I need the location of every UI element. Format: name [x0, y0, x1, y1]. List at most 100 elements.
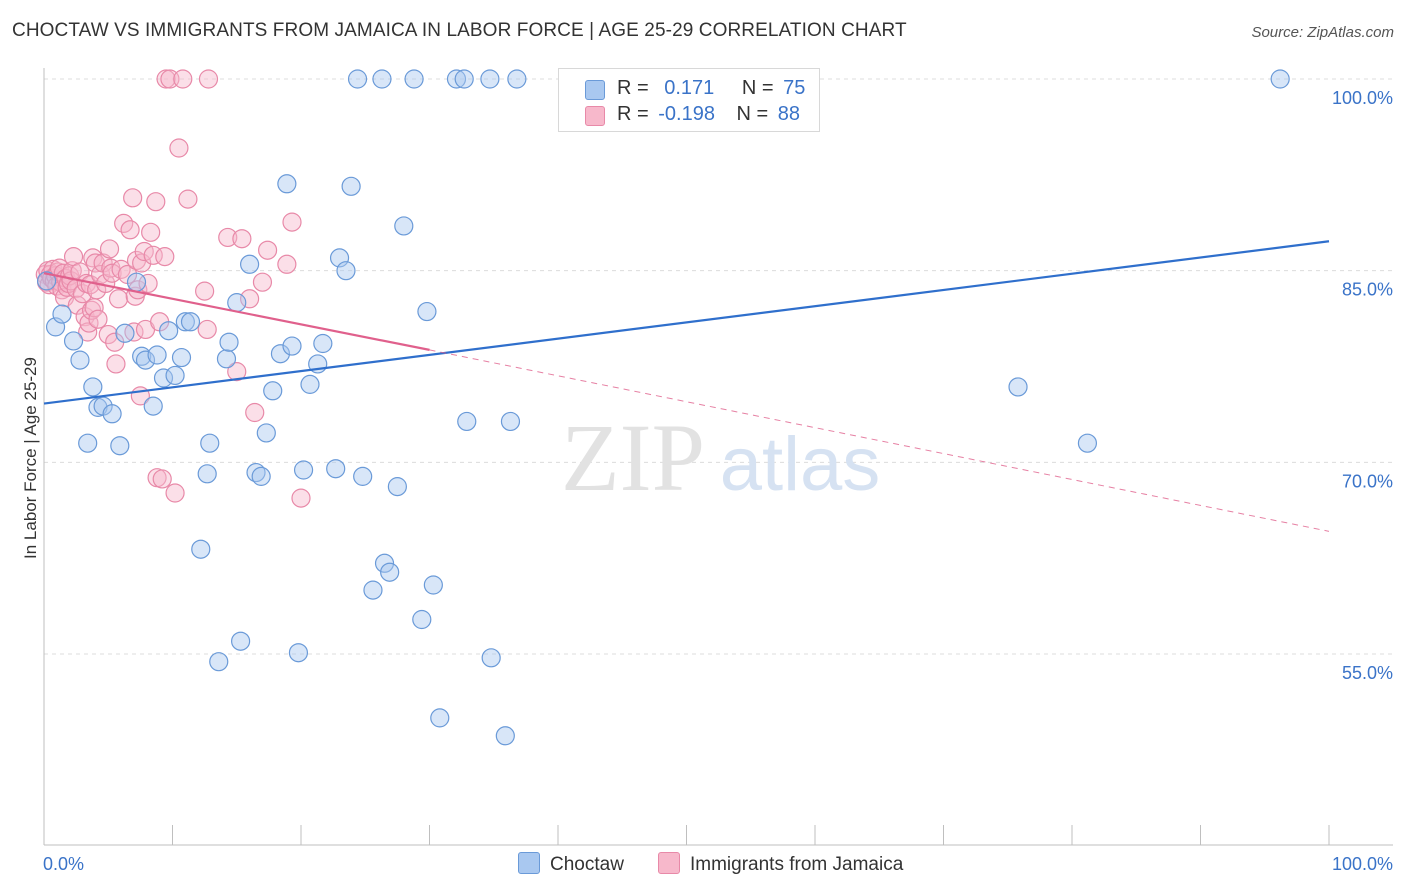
choctaw-point — [110, 436, 130, 456]
choctaw-point — [227, 293, 247, 313]
choctaw-point — [132, 346, 152, 366]
bottom-legend-swatch-choctaw — [518, 852, 540, 874]
choctaw-point — [495, 726, 515, 746]
jamaica-point — [106, 354, 126, 374]
choctaw-point — [219, 332, 239, 352]
y-tick-label: 70.0% — [1342, 471, 1393, 491]
legend-n-value: 75 — [783, 77, 806, 99]
choctaw-point — [231, 631, 251, 651]
jamaica-point — [291, 488, 311, 508]
jamaica-point — [257, 240, 278, 260]
legend-r-value: -0.198 — [658, 103, 715, 125]
jamaica-point — [169, 138, 189, 158]
choctaw-point — [147, 345, 167, 365]
jamaica-point — [227, 362, 247, 382]
y-tick-label: 100.0% — [1332, 88, 1393, 108]
choctaw-point — [430, 708, 450, 728]
choctaw-point — [102, 404, 122, 424]
choctaw-point — [246, 462, 266, 483]
jamaica-point — [85, 253, 106, 273]
choctaw-point — [240, 254, 260, 274]
watermark-atlas: atlas — [720, 422, 881, 507]
jamaica-point — [111, 259, 131, 279]
jamaica-point — [155, 247, 175, 267]
choctaw-point — [70, 350, 90, 370]
choctaw-point — [500, 411, 521, 432]
choctaw-point — [363, 580, 383, 600]
jamaica-point — [98, 324, 118, 345]
choctaw-point — [412, 609, 432, 630]
legend-n-label: N = — [741, 77, 774, 99]
jamaica-point — [152, 469, 172, 489]
choctaw-point — [300, 374, 320, 394]
y-axis-label: In Labor Force | Age 25-29 — [21, 357, 40, 559]
jamaica-point — [83, 248, 103, 268]
jamaica-point — [252, 272, 273, 292]
axes — [43, 68, 1393, 846]
choctaw-point — [423, 575, 443, 595]
choctaw-point — [372, 69, 392, 89]
choctaw-point — [507, 69, 527, 89]
jamaica-point — [141, 222, 161, 242]
bottom-legend-swatch-jamaica — [658, 852, 680, 874]
x-tick-label-min: 0.0% — [43, 854, 84, 874]
choctaw-point — [341, 176, 361, 196]
jamaica-point — [240, 289, 260, 309]
jamaica-point — [123, 188, 143, 208]
legend-r-label: R = — [617, 103, 649, 125]
choctaw-point — [115, 323, 135, 343]
choctaw-point — [175, 312, 195, 332]
legend-swatch-jamaica — [585, 106, 605, 126]
watermark-zip: ZIP — [561, 404, 705, 511]
choctaw-trend-line — [43, 240, 1330, 405]
jamaica-point — [165, 483, 185, 503]
choctaw-point — [387, 477, 407, 497]
jamaica-point — [99, 239, 120, 259]
choctaw-point — [153, 368, 174, 388]
jamaica-point — [146, 192, 166, 212]
bottom-legend-label-choctaw: Choctaw — [550, 854, 624, 875]
choctaw-point — [1270, 69, 1290, 89]
choctaw-point — [78, 433, 98, 453]
choctaw-point — [374, 553, 395, 573]
choctaw-point — [380, 562, 400, 582]
choctaw-point — [165, 365, 185, 386]
choctaw-point — [446, 69, 467, 89]
choctaw-point — [1008, 377, 1028, 397]
legend-n-label: N = — [736, 103, 769, 125]
jamaica-point — [232, 229, 252, 249]
jamaica-trend-extension — [429, 349, 1330, 532]
choctaw-point — [63, 331, 84, 351]
choctaw-point — [83, 377, 103, 397]
jamaica-point — [120, 220, 140, 240]
jamaica-point — [108, 289, 129, 309]
choctaw-point — [209, 652, 229, 672]
jamaica-point — [132, 253, 152, 273]
jamaica-point — [195, 281, 215, 301]
choctaw-point — [288, 643, 309, 663]
y-tick-labels: 55.0% 70.0% 85.0% 100.0% — [1332, 88, 1393, 683]
jamaica-point — [282, 212, 302, 232]
choctaw-point — [270, 344, 291, 364]
choctaw-point — [256, 423, 276, 443]
x-tick-label-max: 100.0% — [1332, 854, 1393, 874]
choctaw-point — [180, 312, 201, 332]
trend-lines — [43, 240, 1330, 532]
source-credit: Source: ZipAtlas.com — [1251, 24, 1394, 41]
jamaica-point — [178, 189, 198, 209]
choctaw-point — [336, 261, 356, 281]
bottom-legend-jamaica: Immigrants from Jamaica — [658, 852, 903, 876]
choctaw-point — [480, 69, 500, 89]
legend-r-value: 0.171 — [664, 77, 715, 99]
jamaica-point — [88, 309, 108, 329]
choctaw-point — [52, 304, 72, 324]
bottom-legend-label-jamaica: Immigrants from Jamaica — [690, 854, 904, 875]
y-tick-label: 55.0% — [1342, 663, 1393, 683]
jamaica-points — [35, 69, 311, 508]
choctaw-point — [417, 301, 437, 322]
choctaw-point — [200, 433, 220, 453]
choctaw-point — [404, 69, 424, 89]
choctaw-point — [313, 333, 333, 354]
choctaw-point — [159, 321, 179, 341]
choctaw-point — [36, 271, 57, 291]
